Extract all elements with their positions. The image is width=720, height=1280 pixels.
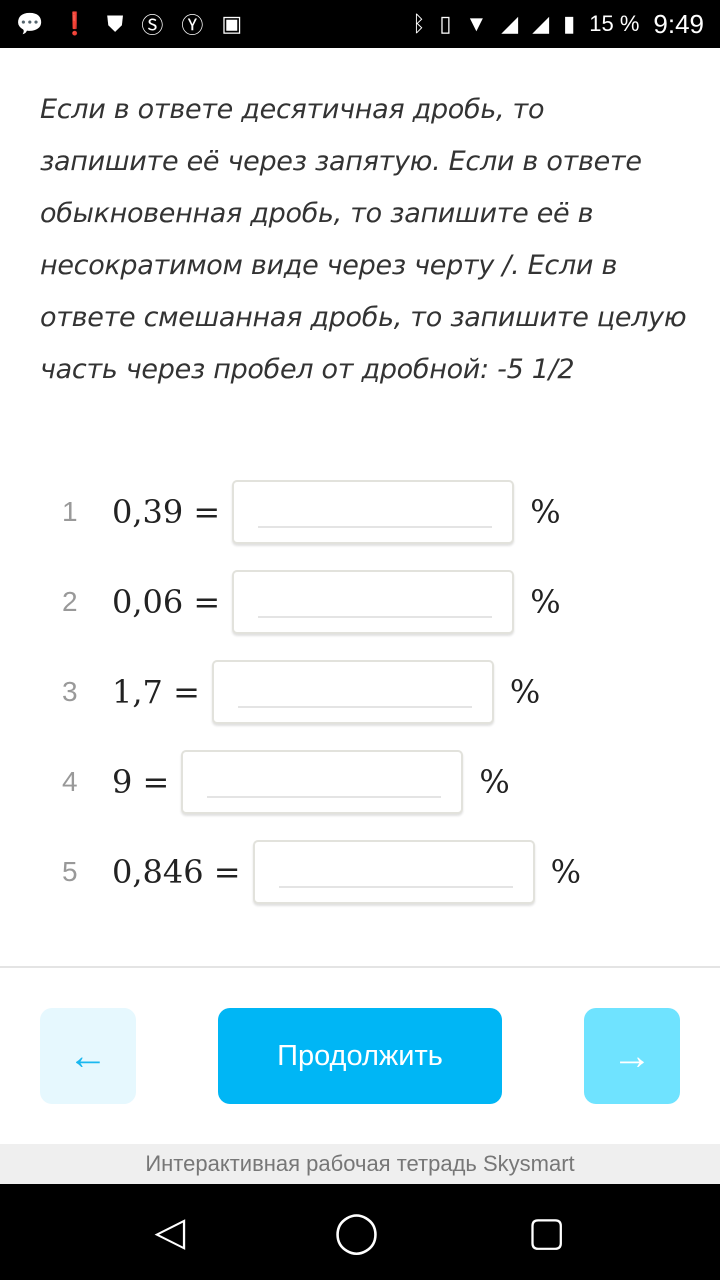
status-bar: 💬 ❗ ⛊ Ⓢ Ⓨ ▣ ᛒ ▯ ▼ ◢ ◢ ▮ 15 % 9:49	[0, 0, 720, 48]
wifi-icon: ▼	[465, 11, 488, 36]
task-number: 3	[62, 676, 78, 707]
instructions: Если в ответе десятичная дробь, то запиш…	[40, 94, 687, 385]
battery-icon: ▮	[563, 11, 576, 36]
signal-icon: ◢	[532, 11, 550, 36]
task-expression: 1,7 =	[112, 673, 200, 711]
task-expression: 0,846 =	[112, 853, 241, 891]
alert-icon: ❗	[61, 11, 89, 36]
task-row: 1 0,39 = %	[62, 479, 561, 545]
image-icon: ▣	[221, 11, 243, 36]
divider	[0, 966, 720, 968]
task-row: 4 9 = %	[62, 749, 510, 815]
arrow-left-icon: ←	[68, 1033, 108, 1078]
unit-label: %	[550, 853, 581, 891]
task-number: 2	[62, 586, 78, 617]
next-button[interactable]: →	[584, 1008, 680, 1104]
arrow-right-icon: →	[612, 1033, 652, 1078]
task-expression: 0,06 =	[112, 583, 221, 621]
battery-level: 15 %	[589, 11, 640, 36]
task-number: 4	[62, 766, 78, 797]
nav-back-icon[interactable]: ◁	[154, 1210, 186, 1254]
unit-label: %	[530, 493, 561, 531]
answer-input[interactable]	[181, 750, 464, 814]
message-icon: 💬	[16, 11, 44, 36]
footer: Интерактивная рабочая тетрадь Skysmart	[0, 1144, 720, 1184]
yandex-icon: Ⓨ	[181, 13, 204, 38]
answer-input[interactable]	[232, 480, 515, 544]
clock: 9:49	[653, 8, 704, 39]
back-button[interactable]: ←	[40, 1008, 136, 1104]
bluetooth-icon: ᛒ	[412, 11, 426, 36]
task-row: 5 0,846 = %	[62, 839, 581, 905]
unit-label: %	[479, 763, 510, 801]
unit-label: %	[509, 673, 541, 711]
task-row: 3 1,7 = %	[62, 659, 540, 725]
skype-icon: Ⓢ	[141, 13, 164, 38]
vibrate-icon: ▯	[439, 11, 452, 36]
answer-input[interactable]	[232, 570, 515, 634]
answer-input[interactable]	[211, 660, 494, 724]
unit-label: %	[530, 583, 561, 621]
task-expression: 0,39 =	[112, 493, 221, 531]
navigation-bar: ◁ ◯ ▢	[0, 1184, 720, 1280]
task-number: 5	[62, 856, 78, 887]
task-row: 2 0,06 = %	[62, 569, 561, 635]
answer-input[interactable]	[252, 840, 535, 904]
shield-icon: ⛊	[106, 11, 124, 36]
continue-button[interactable]: Продолжить	[218, 1008, 502, 1104]
task-number: 1	[62, 496, 78, 527]
task-expression: 9 =	[112, 763, 170, 801]
nav-home-icon[interactable]: ◯	[334, 1210, 379, 1254]
signal-icon: ◢	[501, 11, 519, 36]
nav-recents-icon[interactable]: ▢	[527, 1210, 566, 1254]
